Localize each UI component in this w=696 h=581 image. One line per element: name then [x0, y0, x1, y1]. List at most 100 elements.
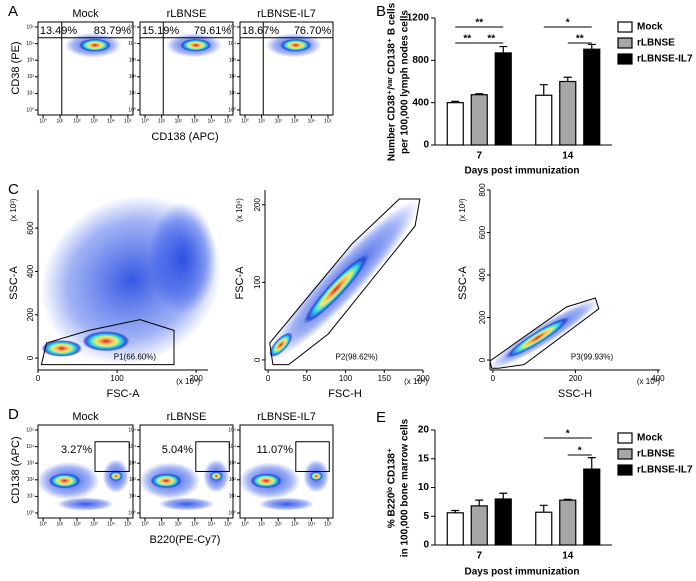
legend-swatch [617, 464, 633, 476]
x-axis-unit: (x 10³) [637, 377, 660, 386]
x-tick-label: 10⁰ [39, 521, 47, 527]
x-tick-label: 10⁵ [224, 118, 232, 124]
subplot-title: rLBNSE-IL7 [257, 411, 316, 423]
y-tick-label: 10⁴ [228, 444, 236, 450]
gate-label: 5.04% [162, 444, 193, 456]
bar [583, 48, 601, 146]
x-tick-label: 150 [378, 374, 392, 383]
x-axis-unit: (x 10⁴) [404, 377, 428, 386]
subplot-title: Mock [72, 8, 99, 20]
density-cloud [48, 473, 81, 489]
legend-label: Mock [637, 433, 663, 444]
legend-swatch [617, 37, 633, 49]
y-axis-label: CD138 (APC) [10, 436, 22, 503]
x-tick-label: 10⁵ [324, 521, 332, 527]
x-tick-label: 10¹ [56, 521, 64, 527]
error-bar [539, 84, 548, 96]
gate-label: 76.70% [294, 25, 332, 37]
y-axis-unit: (x 10³) [458, 198, 467, 221]
significance-label: * [578, 446, 582, 457]
x-tick-label: 200 [569, 374, 583, 383]
x-tick-label: 10⁴ [107, 521, 115, 527]
y-tick-label: 10⁰ [228, 510, 236, 516]
x-axis-label: CD138 (APC) [151, 131, 218, 143]
density-cloud [82, 331, 130, 352]
gate-polygon [269, 198, 421, 366]
x-tick-label: 10³ [291, 118, 299, 124]
gate-label: P1(66.60%) [114, 353, 157, 362]
y-tick-label: 10 [418, 482, 430, 493]
density-cloud [78, 38, 112, 52]
gate-label: 79.61% [194, 25, 232, 37]
x-tick-label: 10³ [191, 118, 199, 124]
y-tick-label: 10⁴ [26, 444, 34, 450]
error-bar [539, 504, 548, 513]
gate-box [195, 441, 230, 472]
y-tick-label: 10¹ [129, 91, 137, 97]
y-tick-label: 10² [27, 477, 35, 483]
x-tick-label: 10⁰ [241, 521, 249, 527]
y-tick-label: 10⁵ [128, 427, 136, 433]
gate-box [94, 441, 130, 472]
legend-swatch [617, 448, 633, 460]
density-cloud [250, 473, 282, 489]
y-tick-label: 800 [412, 55, 429, 66]
plot-frame [37, 424, 134, 519]
y-tick-label: 100 [253, 275, 262, 289]
x-tick-label: 10⁵ [224, 521, 232, 527]
y-tick-label: 10⁰ [128, 107, 136, 113]
y-tick-label: 10² [129, 74, 137, 80]
legend-swatch [617, 53, 633, 65]
gate-label: 15.19% [142, 25, 180, 37]
gate-label: 83.79% [94, 25, 132, 37]
x-tick-label: 14 [562, 551, 574, 562]
x-tick-label: 14 [562, 151, 574, 162]
y-tick-label: 400 [26, 264, 35, 278]
significance-label: ** [475, 18, 483, 29]
x-tick-label: 10² [275, 118, 283, 124]
y-axis-unit: (x 10⁴) [235, 198, 244, 222]
y-tick-label: 0 [253, 357, 262, 362]
x-axis-label: FSC-A [107, 388, 141, 400]
y-tick-label: 10³ [229, 58, 237, 64]
x-tick-label: 10² [175, 521, 183, 527]
y-tick-label: 15 [418, 453, 430, 464]
density-cloud [57, 497, 114, 511]
y-tick-label: 0 [478, 357, 487, 362]
y-tick-label: 200 [26, 308, 35, 322]
y-tick-label: 10⁵ [26, 24, 34, 30]
significance-label: ** [487, 34, 495, 45]
x-tick-label: 10¹ [258, 118, 266, 124]
x-tick-label: 10³ [90, 521, 98, 527]
y-axis-label: % B220ˡᵒ CD138⁺ [387, 448, 398, 528]
density-cloud [279, 38, 312, 52]
gate-label: 11.07% [257, 444, 294, 456]
x-tick-label: 10² [175, 118, 183, 124]
y-tick-label: 10¹ [229, 91, 237, 97]
x-tick-label: 50 [302, 374, 311, 383]
x-tick-label: 7 [476, 551, 482, 562]
x-tick-label: 10⁰ [39, 118, 47, 124]
error-bar [499, 492, 508, 499]
x-tick-label: 10³ [191, 521, 199, 527]
y-tick-label: 0 [26, 355, 35, 360]
legend-label: rLBNSE-IL7 [637, 465, 693, 476]
panel-label: A [8, 3, 18, 20]
x-tick-label: 10¹ [56, 118, 64, 124]
y-tick-label: 10³ [129, 58, 137, 64]
density-cloud [109, 471, 123, 481]
y-tick-label: 10² [229, 74, 237, 80]
bar [583, 468, 601, 546]
significance-label: * [566, 18, 570, 29]
subplot-title: rLBNSE-IL7 [257, 8, 316, 20]
panel-label: C [8, 181, 19, 198]
bar [446, 512, 464, 546]
x-tick-label: 10⁰ [141, 521, 149, 527]
y-tick-label: 1200 [407, 13, 430, 24]
error-bar [499, 45, 508, 53]
legend-swatch [617, 432, 633, 444]
x-tick-label: 10² [73, 521, 81, 527]
x-tick-label: 400 [651, 374, 665, 383]
panel-label: E [376, 409, 386, 426]
y-tick-label: 10¹ [229, 494, 237, 500]
